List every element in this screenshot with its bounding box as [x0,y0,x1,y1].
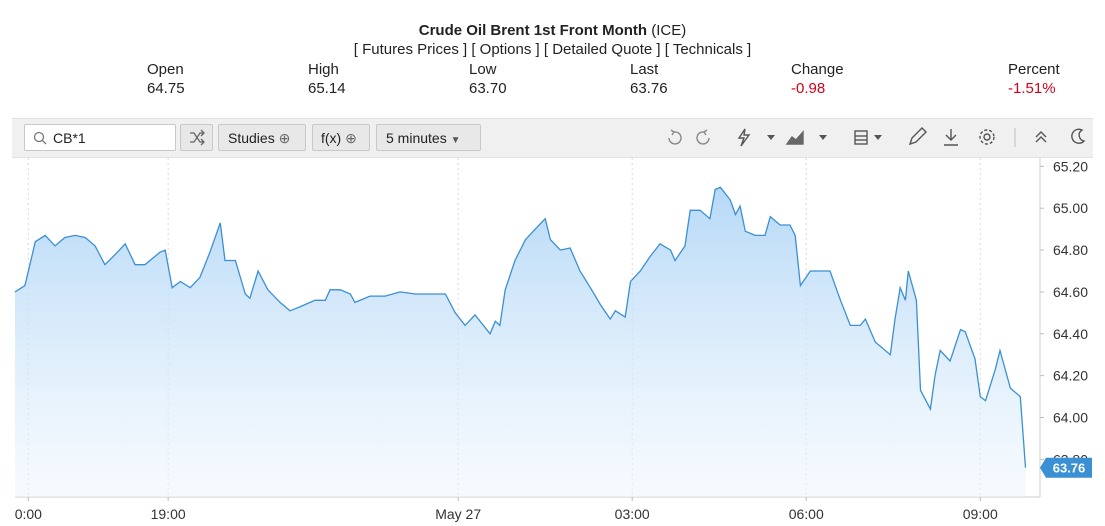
search-icon [33,131,47,145]
price-line [14,186,1027,468]
x-tick-label: 0:00 [15,506,42,522]
fx: f(x) [321,130,342,146]
symbol: CB*1 [53,130,86,146]
quote-label: Percent [1008,61,1060,78]
quote-value: 64.75 [147,80,185,97]
x-tick-label: 19:00 [151,506,186,522]
fx-button[interactable]: f(x) ⊕ [312,124,370,151]
quote-label: Last [630,61,659,78]
y-tick-label: 64.20 [1053,368,1088,384]
studies: Studies [228,130,275,146]
y-tick-label: 64.80 [1053,242,1088,258]
y-tick-label: 65.20 [1053,158,1088,174]
shuffle-icon [190,129,205,146]
quote-value: -1.51% [1008,80,1056,97]
y-tick-label: 64.40 [1053,326,1088,342]
quote-item: Last 63.76 [630,60,668,98]
quote-label: Change [791,61,844,78]
quote-item: Percent -1.51% [1008,60,1060,98]
y-tick-label: 64.00 [1053,409,1088,425]
tag-label: 63.76 [1053,461,1086,476]
interval: 5 minutes [386,130,447,146]
quote-item: Change -0.98 [791,60,844,98]
area-fill [15,187,1026,498]
quote-value: -0.98 [791,80,826,97]
quote-value: 63.76 [630,80,668,97]
x-tick-label: 09:00 [963,506,998,522]
quote-value: 65.14 [308,80,346,97]
quote-value: 63.70 [469,80,507,97]
x-tick-label: May 27 [435,506,481,522]
symbol-search[interactable]: CB*1 [24,124,176,151]
toolbar-icons[interactable] [652,119,1092,155]
interval-button[interactable]: 5 minutes ▼ [376,124,481,151]
x-tick-label: 03:00 [615,506,650,522]
shuffle-button[interactable] [180,124,213,151]
instrument-title: Crude Oil Brent 1st Front Month [418,22,648,39]
title-row: Crude Oil Brent 1st Front Month (ICE) [0,22,1105,39]
y-tick-label: 65.00 [1053,200,1088,216]
quote-item: High 65.14 [308,60,346,98]
x-tick-label: 06:00 [789,506,824,522]
quote-item: Open 64.75 [147,60,185,98]
quote-item: Low 63.70 [469,60,507,98]
toolbar: CB*1 Studies ⊕ f(x) ⊕ 5 minutes ▼ [12,118,1093,158]
last-price-tag: 63.76 [1040,457,1092,478]
quote-label: Open [147,61,184,78]
y-tick-label: 64.60 [1053,284,1088,300]
quote-label: Low [469,61,497,78]
exchange: (ICE) [651,22,687,39]
quote-label: High [308,61,339,78]
links[interactable]: [ Futures Prices ] [ Options ] [ Detaile… [353,41,752,58]
tag-shape [1040,457,1092,478]
studies-button[interactable]: Studies ⊕ [218,124,306,151]
